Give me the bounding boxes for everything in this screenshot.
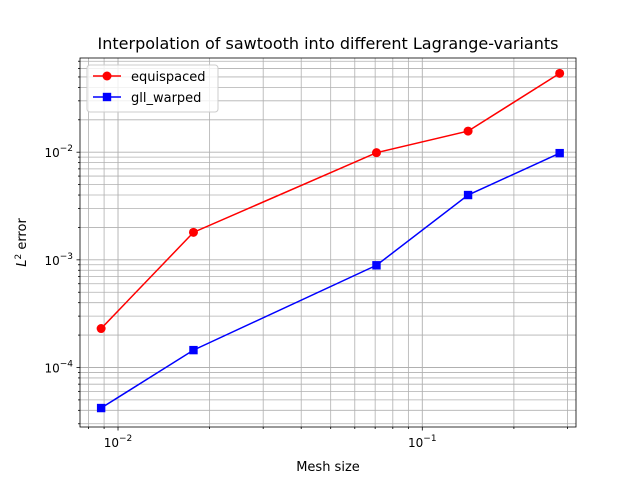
y-tick-label-base: 10 — [44, 361, 59, 375]
data-point-equispaced — [555, 68, 565, 78]
y-axis-label-l: L — [15, 260, 30, 267]
y-tick-label-base: 10 — [44, 254, 59, 268]
data-point-equispaced — [188, 227, 198, 237]
data-point-equispaced — [463, 126, 473, 136]
data-point-gll-warped — [96, 403, 106, 413]
y-tick-label-exponent: −4 — [60, 359, 74, 369]
x-tick-label-base: 10 — [408, 436, 423, 450]
y-axis-label-error: error — [15, 218, 30, 254]
y-axis-label-exponent: 2 — [14, 254, 24, 260]
y-tick-label: 10−2 — [44, 144, 73, 160]
legend: equispaced gll_warped — [86, 64, 219, 113]
y-tick-label-base: 10 — [44, 146, 59, 160]
axes-frame — [79, 57, 577, 428]
x-tick-label: 10−1 — [408, 434, 437, 450]
y-axis-label: L2 error — [14, 218, 30, 267]
x-tick-label-exponent: −2 — [119, 434, 132, 444]
x-tick-label-exponent: −1 — [423, 434, 436, 444]
legend-label-equispaced: equispaced — [131, 70, 206, 85]
data-point-equispaced — [96, 324, 106, 334]
x-axis-label: Mesh size — [296, 460, 360, 475]
data-point-equispaced — [371, 148, 381, 158]
data-point-gll-warped — [555, 148, 564, 158]
data-point-gll-warped — [189, 345, 198, 355]
chart-title: Interpolation of sawtooth into different… — [98, 34, 559, 53]
y-tick-label-exponent: −3 — [60, 252, 73, 262]
data-point-gll-warped — [372, 261, 381, 270]
y-tick-label-exponent: −2 — [60, 144, 73, 154]
axis-ticks: 10−2 10−110−410−310−2 — [44, 60, 568, 450]
data-series — [96, 68, 565, 413]
y-tick-label: 10−3 — [44, 252, 73, 268]
legend-label-gll-warped: gll_warped — [131, 91, 201, 106]
legend-marker-gll-warped — [102, 92, 112, 102]
data-point-gll-warped — [463, 190, 473, 200]
x-tick-label: 10−2 — [104, 434, 133, 450]
y-tick-label: 10−4 — [44, 359, 73, 375]
grid-lines — [80, 58, 576, 427]
legend-marker-equispaced — [102, 71, 112, 81]
x-tick-label-base: 10 — [104, 436, 119, 450]
